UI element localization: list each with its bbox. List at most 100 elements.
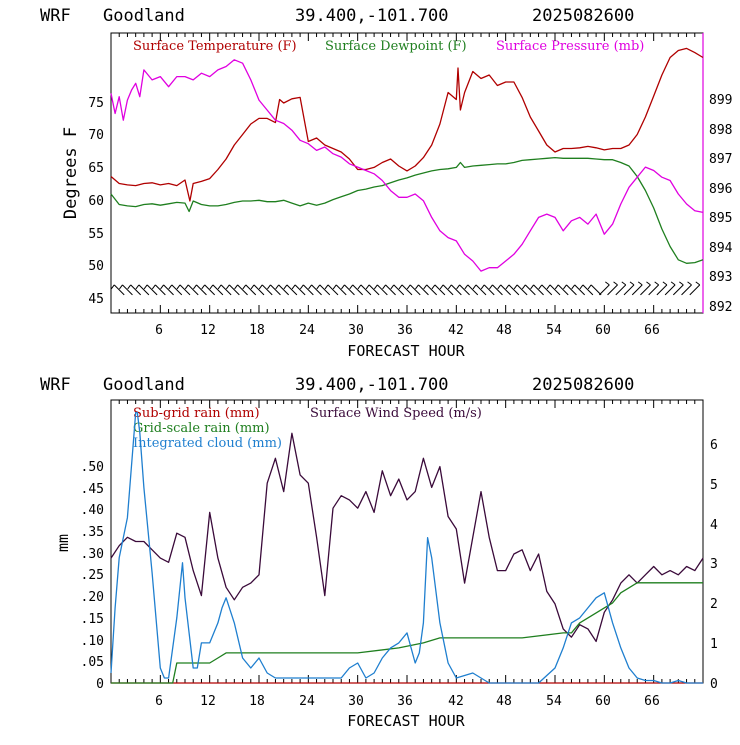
wind-barb-flag <box>275 284 280 290</box>
wind-barb-flag <box>217 284 222 290</box>
wind-barb-staff <box>286 284 298 296</box>
wind-barb-staff <box>640 284 651 296</box>
top-y-axis-label: Degrees F <box>61 127 81 219</box>
wind-barb-flag <box>168 284 173 290</box>
top-y2-tick-892: 892 <box>709 300 732 315</box>
wind-barb-staff <box>615 284 627 296</box>
wind-barb-flag <box>406 284 411 290</box>
series-line-integrated-cloud-mm <box>110 411 703 684</box>
wind-barb-flag <box>283 284 288 290</box>
wind-barb-flag <box>546 284 551 290</box>
wind-barb <box>587 284 602 296</box>
wind-barb-flag <box>143 284 148 290</box>
wind-barb-flag <box>398 284 403 290</box>
bottom-legend-gridscale-rain: Grid-scale rain (mm) <box>133 421 270 436</box>
top-panel-header: WRF Goodland 39.400,-101.700 2025082600 <box>40 6 634 26</box>
top-y-tick-50: 50 <box>88 259 104 274</box>
wind-barb <box>184 284 199 296</box>
wind-barb <box>480 284 495 296</box>
wind-barb-flag <box>119 284 123 290</box>
wind-barb-staff <box>228 284 240 296</box>
top-y2-tick-894: 894 <box>709 241 733 256</box>
wind-barb <box>615 281 627 296</box>
wind-barb-flag <box>193 284 197 290</box>
wind-barb <box>513 284 528 296</box>
wind-barb-flag <box>423 284 428 290</box>
wind-barb-flag <box>431 284 436 290</box>
wind-barb <box>554 284 569 296</box>
wind-barb <box>406 284 421 296</box>
wind-barb <box>275 284 290 296</box>
wind-barb <box>357 284 372 296</box>
wind-barb <box>447 284 462 296</box>
top-x-tick-18: 18 <box>249 323 265 338</box>
wind-barb-staff <box>344 284 355 296</box>
wind-barb-staff <box>590 284 602 296</box>
series-line-surface-pressure-mb <box>110 59 704 272</box>
top-y-tick-70: 70 <box>88 128 104 143</box>
bottom-y2-tick-6: 6 <box>710 438 718 453</box>
wind-barb <box>415 284 429 296</box>
wind-barb-flag <box>373 284 378 290</box>
series-line-surface-wind-speed-m-s <box>110 432 704 643</box>
top-y-right-axis: 892 893 894 895 896 897 898 899 <box>709 93 733 315</box>
bottom-y2-tick-4: 4 <box>710 518 718 533</box>
bottom-y-tick-40: .40 <box>81 503 104 518</box>
wind-barb <box>201 284 216 296</box>
top-y2-tick-898: 898 <box>709 123 732 138</box>
series-line-surface-dewpoint-f <box>110 156 704 264</box>
bottom-x-tick-24: 24 <box>299 694 315 709</box>
top-y-tick-75: 75 <box>88 96 104 111</box>
top-y2-tick-895: 895 <box>709 211 732 226</box>
wind-barb <box>546 284 561 296</box>
wind-barb-staff <box>598 284 610 296</box>
wind-barb-staff <box>516 284 528 296</box>
series-line-grid-scale-rain-mm <box>111 582 703 684</box>
wind-barb-flag <box>554 284 559 290</box>
bottom-y2-tick-2: 2 <box>710 597 718 612</box>
bottom-series-lines <box>110 411 704 684</box>
wind-barb <box>119 284 133 296</box>
bottom-x-tick-60: 60 <box>595 694 611 709</box>
wind-barb-staff <box>196 284 207 296</box>
wind-barb <box>563 284 577 296</box>
top-y-left-axis: 45 50 55 60 65 70 75 <box>88 96 104 307</box>
wind-barb-flag <box>687 281 692 286</box>
wind-barb <box>135 284 150 296</box>
wind-barb-flag <box>234 284 238 290</box>
wind-barb-staff <box>467 284 479 296</box>
wind-barb-flag <box>505 284 510 290</box>
wind-barb <box>267 284 281 296</box>
wind-barb <box>423 284 438 296</box>
wind-barb <box>664 281 676 296</box>
wind-barb-flag <box>415 284 419 290</box>
bottom-y2-tick-0: 0 <box>710 677 718 692</box>
wind-barb-flag <box>654 281 659 286</box>
top-legend-pressure: Surface Pressure (mb) <box>496 39 644 54</box>
wind-barb-staff <box>352 284 364 296</box>
wind-barb-staff <box>426 284 438 296</box>
wind-barb-flag <box>291 284 296 290</box>
wind-barb <box>607 281 618 296</box>
wind-barb-staff <box>385 284 396 296</box>
wind-barb <box>505 284 520 296</box>
bottom-x-tick-18: 18 <box>249 694 265 709</box>
wind-barb <box>258 284 273 296</box>
wind-barb-flag <box>670 281 676 286</box>
wind-barb-flag <box>629 281 635 286</box>
wind-barb-flag <box>513 284 518 290</box>
bottom-x-tick-6: 6 <box>155 694 163 709</box>
wind-barb-flag <box>662 281 668 286</box>
wind-barb-staff <box>623 284 635 296</box>
wind-barb-staff <box>492 284 503 296</box>
wind-barb-staff <box>557 284 569 296</box>
wind-barb <box>250 284 265 296</box>
wind-barb-flag <box>127 284 132 290</box>
bottom-y-tick-05: .05 <box>81 655 104 670</box>
top-x-tick-12: 12 <box>200 323 216 338</box>
wind-barb-flag <box>160 284 164 290</box>
top-header-station: Goodland <box>103 6 185 26</box>
wind-barb-flag <box>176 284 181 290</box>
top-wind-barbs <box>110 281 701 296</box>
